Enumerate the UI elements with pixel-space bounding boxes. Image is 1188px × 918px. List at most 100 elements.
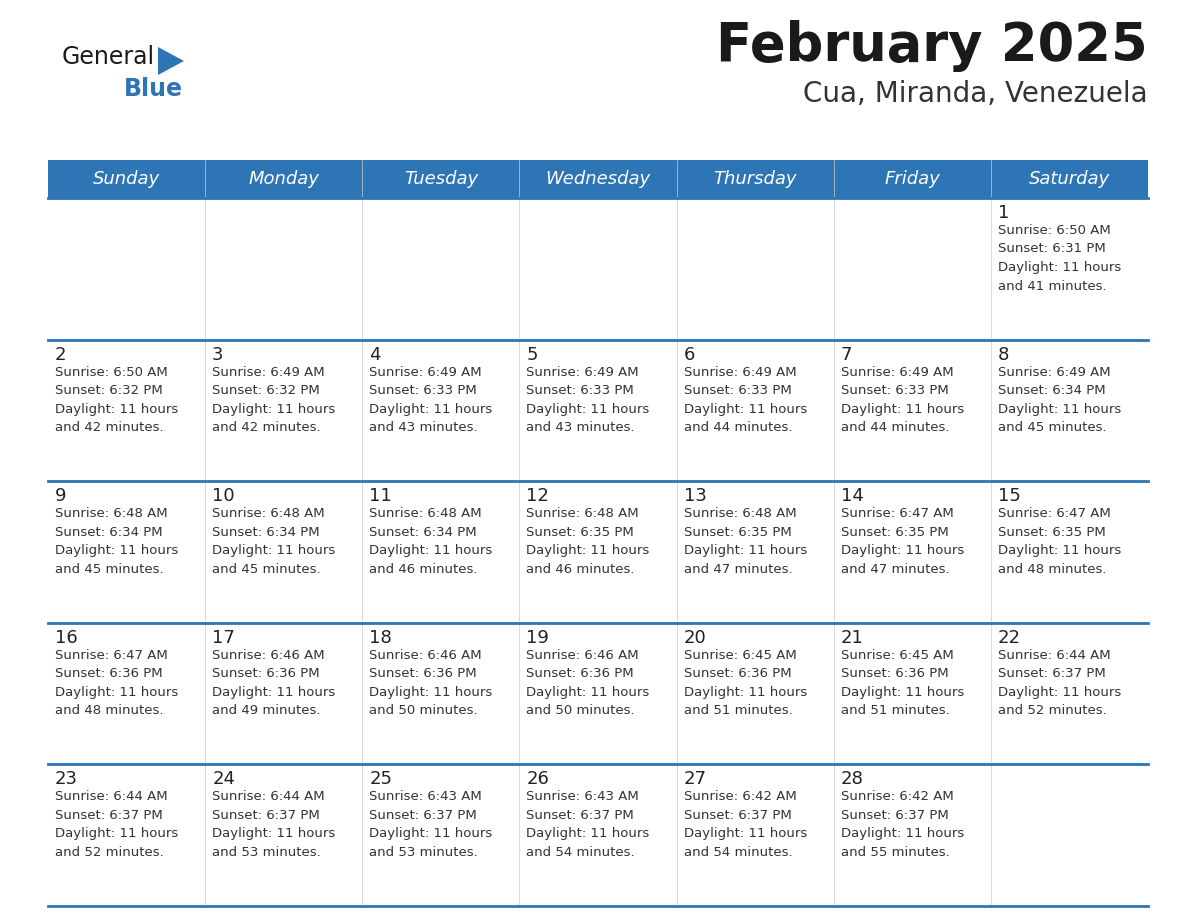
Text: Cua, Miranda, Venezuela: Cua, Miranda, Venezuela (803, 80, 1148, 108)
Text: Sunrise: 6:42 AM: Sunrise: 6:42 AM (841, 790, 954, 803)
Text: Daylight: 11 hours: Daylight: 11 hours (683, 686, 807, 699)
Text: Sunrise: 6:48 AM: Sunrise: 6:48 AM (213, 508, 324, 521)
Text: and 46 minutes.: and 46 minutes. (526, 563, 634, 576)
Bar (991, 160, 1148, 198)
Text: 5: 5 (526, 345, 538, 364)
Text: Daylight: 11 hours: Daylight: 11 hours (369, 686, 493, 699)
Text: Sunrise: 6:45 AM: Sunrise: 6:45 AM (841, 649, 954, 662)
Text: Sunset: 6:35 PM: Sunset: 6:35 PM (683, 526, 791, 539)
Text: 2: 2 (55, 345, 67, 364)
Text: and 45 minutes.: and 45 minutes. (55, 563, 164, 576)
Text: Daylight: 11 hours: Daylight: 11 hours (55, 544, 178, 557)
Text: Tuesday: Tuesday (404, 170, 478, 188)
Text: 11: 11 (369, 487, 392, 505)
Bar (834, 160, 991, 198)
Text: Sunrise: 6:47 AM: Sunrise: 6:47 AM (998, 508, 1111, 521)
Text: Sunrise: 6:46 AM: Sunrise: 6:46 AM (369, 649, 482, 662)
Text: and 48 minutes.: and 48 minutes. (998, 563, 1106, 576)
Text: Sunrise: 6:46 AM: Sunrise: 6:46 AM (213, 649, 324, 662)
Text: February 2025: February 2025 (716, 20, 1148, 72)
Text: Daylight: 11 hours: Daylight: 11 hours (55, 686, 178, 699)
Text: Sunrise: 6:49 AM: Sunrise: 6:49 AM (683, 365, 796, 378)
Text: Sunset: 6:37 PM: Sunset: 6:37 PM (369, 809, 478, 822)
Text: Sunrise: 6:46 AM: Sunrise: 6:46 AM (526, 649, 639, 662)
Text: and 43 minutes.: and 43 minutes. (369, 421, 478, 434)
Text: and 43 minutes.: and 43 minutes. (526, 421, 636, 434)
Bar (48, 160, 206, 198)
Text: Daylight: 11 hours: Daylight: 11 hours (841, 686, 963, 699)
Text: 8: 8 (998, 345, 1010, 364)
Text: Sunrise: 6:47 AM: Sunrise: 6:47 AM (841, 508, 954, 521)
Text: and 49 minutes.: and 49 minutes. (213, 704, 321, 717)
Text: Sunset: 6:35 PM: Sunset: 6:35 PM (998, 526, 1106, 539)
Bar (362, 160, 519, 198)
Text: Daylight: 11 hours: Daylight: 11 hours (683, 827, 807, 840)
Text: 15: 15 (998, 487, 1020, 505)
Text: and 54 minutes.: and 54 minutes. (526, 845, 636, 859)
Text: Sunrise: 6:44 AM: Sunrise: 6:44 AM (55, 790, 168, 803)
Text: Sunset: 6:35 PM: Sunset: 6:35 PM (841, 526, 948, 539)
Text: Sunset: 6:36 PM: Sunset: 6:36 PM (369, 667, 476, 680)
Text: Sunrise: 6:42 AM: Sunrise: 6:42 AM (683, 790, 796, 803)
Text: 4: 4 (369, 345, 381, 364)
Text: and 44 minutes.: and 44 minutes. (683, 421, 792, 434)
Text: and 51 minutes.: and 51 minutes. (683, 704, 792, 717)
Text: Saturday: Saturday (1029, 170, 1110, 188)
Text: 16: 16 (55, 629, 77, 647)
Text: Sunset: 6:37 PM: Sunset: 6:37 PM (998, 667, 1106, 680)
Text: 9: 9 (55, 487, 67, 505)
Text: 12: 12 (526, 487, 549, 505)
Text: 27: 27 (683, 770, 707, 789)
Text: Daylight: 11 hours: Daylight: 11 hours (369, 827, 493, 840)
Text: 7: 7 (841, 345, 852, 364)
Text: and 52 minutes.: and 52 minutes. (55, 845, 164, 859)
Text: General: General (62, 45, 156, 69)
Text: 20: 20 (683, 629, 707, 647)
Text: Sunrise: 6:49 AM: Sunrise: 6:49 AM (998, 365, 1111, 378)
Text: Daylight: 11 hours: Daylight: 11 hours (841, 403, 963, 416)
Text: and 42 minutes.: and 42 minutes. (213, 421, 321, 434)
Text: Daylight: 11 hours: Daylight: 11 hours (998, 686, 1121, 699)
Text: Sunset: 6:32 PM: Sunset: 6:32 PM (55, 384, 163, 397)
Text: and 47 minutes.: and 47 minutes. (683, 563, 792, 576)
Text: Daylight: 11 hours: Daylight: 11 hours (369, 544, 493, 557)
Text: and 45 minutes.: and 45 minutes. (998, 421, 1106, 434)
Text: Sunset: 6:32 PM: Sunset: 6:32 PM (213, 384, 320, 397)
Text: and 48 minutes.: and 48 minutes. (55, 704, 164, 717)
Bar (519, 160, 677, 198)
Text: Daylight: 11 hours: Daylight: 11 hours (526, 686, 650, 699)
Text: 1: 1 (998, 204, 1010, 222)
Text: and 46 minutes.: and 46 minutes. (369, 563, 478, 576)
Text: Sunset: 6:34 PM: Sunset: 6:34 PM (55, 526, 163, 539)
Text: Sunrise: 6:50 AM: Sunrise: 6:50 AM (55, 365, 168, 378)
Text: and 51 minutes.: and 51 minutes. (841, 704, 949, 717)
Text: Sunrise: 6:47 AM: Sunrise: 6:47 AM (55, 649, 168, 662)
Text: Sunset: 6:37 PM: Sunset: 6:37 PM (55, 809, 163, 822)
Text: Sunset: 6:31 PM: Sunset: 6:31 PM (998, 242, 1106, 255)
Text: Thursday: Thursday (713, 170, 797, 188)
Text: 13: 13 (683, 487, 707, 505)
Bar (677, 160, 834, 198)
Text: 21: 21 (841, 629, 864, 647)
Text: 25: 25 (369, 770, 392, 789)
Text: and 42 minutes.: and 42 minutes. (55, 421, 164, 434)
Text: Sunset: 6:34 PM: Sunset: 6:34 PM (213, 526, 320, 539)
Text: Sunset: 6:36 PM: Sunset: 6:36 PM (526, 667, 634, 680)
Text: Daylight: 11 hours: Daylight: 11 hours (998, 261, 1121, 274)
Text: Sunrise: 6:49 AM: Sunrise: 6:49 AM (369, 365, 482, 378)
Bar (48, 198, 1148, 340)
Text: Sunset: 6:34 PM: Sunset: 6:34 PM (998, 384, 1106, 397)
Text: Sunset: 6:37 PM: Sunset: 6:37 PM (841, 809, 948, 822)
Text: Sunset: 6:33 PM: Sunset: 6:33 PM (526, 384, 634, 397)
Text: Daylight: 11 hours: Daylight: 11 hours (55, 827, 178, 840)
Text: Friday: Friday (884, 170, 940, 188)
Text: and 53 minutes.: and 53 minutes. (369, 845, 478, 859)
Text: Sunrise: 6:44 AM: Sunrise: 6:44 AM (213, 790, 324, 803)
Text: 24: 24 (213, 770, 235, 789)
Text: Daylight: 11 hours: Daylight: 11 hours (526, 403, 650, 416)
Text: Sunset: 6:36 PM: Sunset: 6:36 PM (55, 667, 163, 680)
Text: Sunset: 6:36 PM: Sunset: 6:36 PM (841, 667, 948, 680)
Text: Sunrise: 6:43 AM: Sunrise: 6:43 AM (369, 790, 482, 803)
Text: Sunset: 6:37 PM: Sunset: 6:37 PM (683, 809, 791, 822)
Text: Sunrise: 6:45 AM: Sunrise: 6:45 AM (683, 649, 796, 662)
